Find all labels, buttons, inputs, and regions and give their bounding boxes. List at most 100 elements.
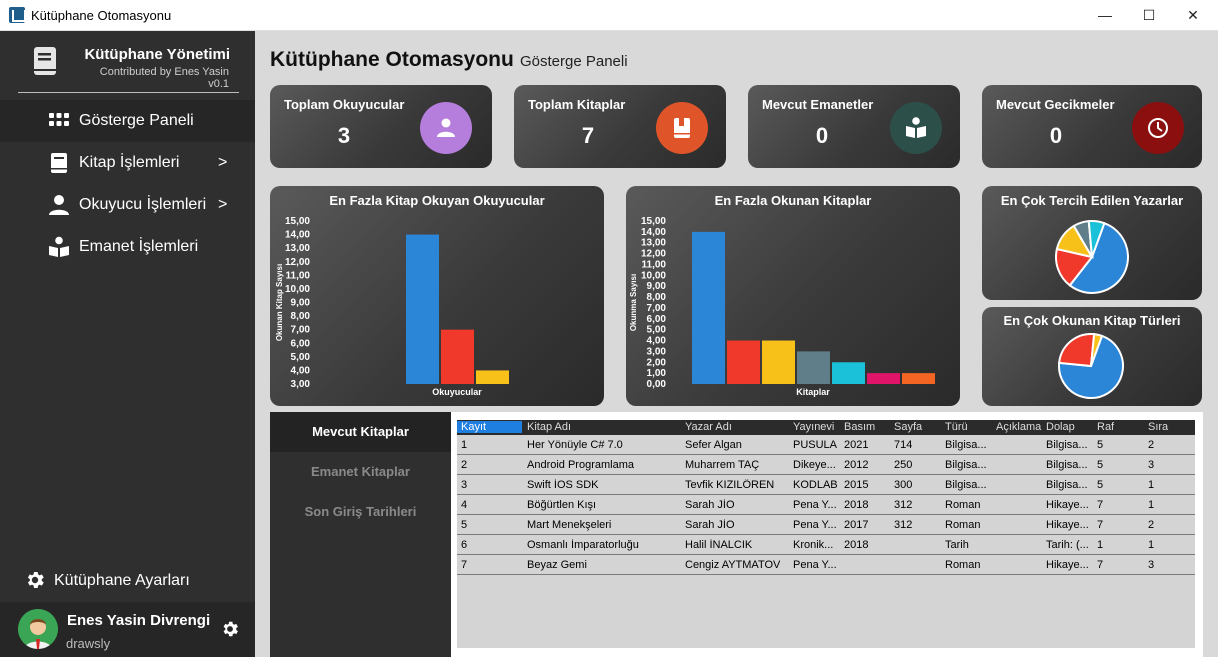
stat-label: Mevcut Gecikmeler [996,97,1115,112]
table-cell: 2021 [844,439,869,451]
y-tick-label: 6,00 [291,338,311,349]
table-cell: 5 [461,519,468,531]
maximize-button[interactable]: ☐ [1142,7,1156,23]
y-tick-label: 14,00 [641,227,666,238]
y-axis-label: Okunma Sayısı [629,274,638,331]
table-row[interactable]: 3 Swift İOS SDK Tevfik KIZILÖREN KODLAB 2015… [457,475,1195,495]
column-header[interactable]: Raf [1097,421,1115,433]
nav-item-reader-operations[interactable]: Okuyucu İşlemleri > [0,184,255,226]
user-settings-gear-icon[interactable] [220,619,240,639]
table-row[interactable]: 5 Mart Menekşeleri Sarah JİO Pena Y... 2017 3… [457,515,1195,535]
nav-item-dashboard[interactable]: Gösterge Paneli [0,100,255,142]
column-header[interactable]: Açıklama [996,421,1042,433]
stat-card-readers: Toplam Okuyucular 3 [270,85,492,168]
table-header: Kayıt Kitap Adı Yazar Adı Yayınevi Basım Sayf… [457,420,1195,435]
table-cell: Bilgisa... [945,479,987,491]
nav-item-loan-operations[interactable]: Emanet İşlemleri [0,226,255,268]
column-header[interactable]: Basım [844,421,876,433]
sidebar: Kütüphane Yönetimi Contributed by Enes Y… [0,31,255,657]
tab-last-login-dates[interactable]: Son Giriş Tarihleri [304,504,417,519]
chart-card-top-books: En Fazla Okunan Kitaplar 15,00 14,00 13,00… [626,186,960,406]
library-settings-button[interactable]: Kütüphane Ayarları [0,561,255,601]
nav-label: Okuyucu İşlemleri [79,196,207,213]
column-header[interactable]: Kitap Adı [527,421,572,433]
table-cell: Pena Y... [793,499,837,511]
y-tick-label: 8,00 [291,311,311,322]
user-handle: drawsly [66,636,111,651]
close-button[interactable]: ✕ [1187,7,1199,23]
table-cell: Sefer Algan [685,439,742,451]
chart-title: En Çok Okunan Kitap Türleri [1003,313,1181,328]
window-titlebar: Kütüphane Otomasyonu — ☐ ✕ [0,0,1218,31]
table-cell: 1 [1148,479,1155,491]
x-axis-label: Kitaplar [796,387,830,397]
stat-value: 0 [1049,123,1063,148]
table-cell: 312 [894,519,913,531]
chart-title: En Fazla Okunan Kitaplar [714,193,872,208]
bar [902,373,935,384]
nav-item-book-operations[interactable]: Kitap İşlemleri > [0,142,255,184]
reader-icon [49,236,69,257]
stat-label: Toplam Kitaplar [528,97,626,112]
table-cell: 7 [1097,559,1104,571]
chart-title: En Fazla Kitap Okuyan Okuyucular [329,193,545,208]
table-cell: 714 [894,439,913,451]
table-row[interactable]: 2 Android Programlama Muharrem TAÇ Dikeye..… [457,455,1195,475]
column-header[interactable]: Türü [945,421,968,433]
reader-icon [906,117,926,138]
bar [797,351,830,384]
chart-card-top-authors: En Çok Tercih Edilen Yazarlar [982,186,1202,300]
table-row[interactable]: 6 Osmanlı İmparatorluğu Halil İNALCIK Kroni… [457,535,1195,555]
table-cell: Hikaye... [1046,499,1089,511]
table-cell: Beyaz Gemi [527,559,587,571]
table-cell: Bilgisa... [945,459,987,471]
table-cell: 250 [894,459,913,471]
pie-slice [1058,333,1096,368]
bar [727,340,760,384]
bar [832,362,865,384]
column-header[interactable]: Yayınevi [793,421,835,433]
column-header[interactable]: Sıra [1148,421,1169,433]
tab-current-books[interactable]: Mevcut Kitaplar [270,412,451,452]
y-tick-label: 13,00 [641,238,666,249]
main-content: Kütüphane Otomasyonu Gösterge Paneli Top… [255,31,1218,657]
table-row[interactable]: 7 Beyaz Gemi Cengiz AYTMATOV Pena Y... Roman… [457,555,1195,575]
table-cell: 5 [1097,479,1104,491]
column-header[interactable]: Sayfa [894,421,923,433]
stat-label: Toplam Okuyucular [284,97,405,112]
book-tabs: Mevcut Kitaplar Emanet Kitaplar Son Giri… [270,412,451,657]
chart-card-top-readers: En Fazla Kitap Okuyan Okuyucular 15,00 14… [270,186,604,406]
tab-loaned-books[interactable]: Emanet Kitaplar [311,464,410,479]
table-cell: 300 [894,479,913,491]
column-header[interactable]: Kayıt [457,421,522,433]
table-cell: Mart Menekşeleri [527,519,612,531]
brand-subtitle: Contributed by Enes Yasin v0.1 [99,66,229,90]
y-tick-label: 9,00 [291,298,311,309]
table-cell: Swift İOS SDK [527,479,599,491]
bar-chart-top-books: 15,0014,0013,0012,0011,0010,009,008,007,… [629,216,935,397]
stat-icon-circle [656,102,708,154]
nav-label: Emanet İşlemleri [79,238,199,255]
table-cell: 2018 [844,539,869,551]
table-cell: Android Programlama [527,459,634,471]
column-header[interactable]: Dolap [1046,421,1075,433]
table-cell: 4 [461,499,468,511]
table-row[interactable]: 1 Her Yönüyle C# 7.0 Sefer Algan PUSULA 2021… [457,435,1195,455]
clock-icon [1148,118,1168,138]
y-tick-label: 2,00 [647,357,667,368]
table-row[interactable]: 4 Böğürtlen Kışı Sarah JİO Pena Y... 2018 312… [457,495,1195,515]
table-cell: 1 [461,439,468,451]
brand-divider [18,92,239,93]
table-cell: 312 [894,499,913,511]
minimize-button[interactable]: — [1098,7,1112,23]
y-tick-label: 4,00 [291,365,311,376]
table-cell: Tarih: (... [1046,539,1089,551]
y-tick-label: 15,00 [285,216,310,227]
user-profile: Enes Yasin Divrengi drawsly [0,602,255,657]
column-header[interactable]: Yazar Adı [685,421,732,433]
table-cell: Sarah JİO [685,499,735,511]
table-cell: 1 [1148,539,1155,551]
y-tick-label: 10,00 [285,284,310,295]
avatar-image [18,609,58,649]
grid-icon [49,113,69,126]
